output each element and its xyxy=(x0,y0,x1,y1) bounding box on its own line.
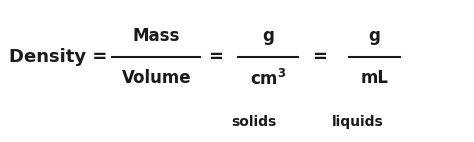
Text: Mass: Mass xyxy=(133,27,180,45)
Text: mL: mL xyxy=(360,69,389,87)
Text: liquids: liquids xyxy=(332,115,384,129)
Text: g: g xyxy=(368,27,381,45)
Text: Volume: Volume xyxy=(122,69,191,87)
Text: =: = xyxy=(312,48,328,66)
Text: $\mathbf{cm^3}$: $\mathbf{cm^3}$ xyxy=(250,69,286,89)
Text: g: g xyxy=(262,27,274,45)
Text: =: = xyxy=(208,48,223,66)
Text: solids: solids xyxy=(231,115,276,129)
Text: Density =: Density = xyxy=(9,48,108,66)
